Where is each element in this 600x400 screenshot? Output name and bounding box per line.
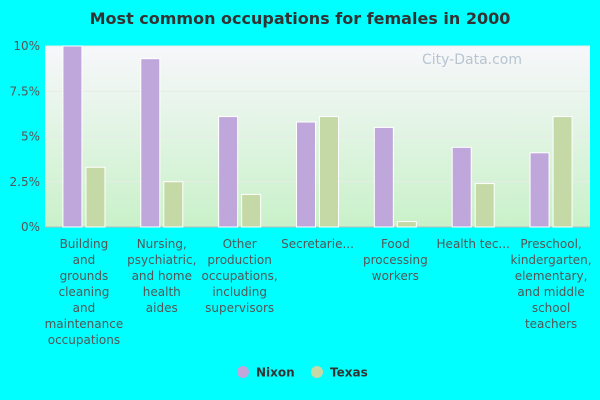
x-category-label: Nursing, psychiatric, and home health aides (127, 237, 196, 315)
x-category-label-line: supervisors (205, 301, 274, 315)
watermark: City-Data.com (422, 52, 522, 68)
bar-nixon (62, 45, 83, 228)
bar-texas (319, 116, 339, 228)
y-tick-label: 7.5% (10, 84, 41, 98)
y-tick-label: 5% (21, 130, 40, 144)
legend-label-nixon: Nixon (256, 366, 295, 380)
chart-title: Most common occupations for females in 2… (90, 9, 511, 28)
bar-texas (241, 193, 262, 228)
y-tick-label: 0% (21, 220, 40, 234)
x-category-label-line: kindergarten, (511, 253, 592, 267)
x-category-label-line: Secretarie... (281, 237, 354, 251)
x-category-label-line: Other (223, 237, 257, 251)
x-category-label: Preschool, kindergarten, elementary, and mi… (511, 237, 592, 331)
x-category-label-line: including (212, 285, 267, 299)
bar-nixon (373, 126, 394, 228)
bar-texas (163, 181, 184, 228)
x-category-label-line: maintenance (45, 317, 124, 331)
x-category-label-line: teachers (525, 317, 577, 331)
x-category-label-line: occupations, (202, 269, 278, 283)
x-category-label-line: and middle (517, 285, 584, 299)
x-category-label-line: and (73, 301, 96, 315)
x-category-label-line: Food (381, 237, 410, 251)
x-category-label-line: Building (60, 237, 109, 251)
x-category-label-line: and home (132, 269, 192, 283)
x-category-label-line: psychiatric, (127, 253, 196, 267)
legend-label-texas: Texas (330, 366, 368, 380)
y-tick-label: 2.5% (10, 175, 41, 189)
bar-nixon (140, 58, 161, 228)
x-category-label: Building and grounds cleaning and maintenance… (45, 237, 124, 347)
x-category-label-line: Preschool, (520, 237, 581, 251)
x-category-label-line: health (143, 285, 181, 299)
x-category-label-line: Health tec... (437, 237, 510, 251)
x-category-label-line: and (73, 253, 96, 267)
x-category-label: Health tec... (437, 237, 510, 251)
x-category-label-line: processing (363, 253, 428, 267)
bar-texas (474, 183, 495, 228)
bar-texas (85, 166, 106, 228)
bar-texas (552, 116, 573, 228)
x-category-label: Food processing workers (363, 237, 428, 283)
x-category-label-line: Nursing, (137, 237, 187, 251)
x-category-label-line: workers (372, 269, 419, 283)
x-category-label: Secretarie... (281, 237, 354, 251)
x-category-label-line: occupations (48, 333, 120, 347)
bar-nixon (218, 116, 239, 228)
x-category-label-line: cleaning (59, 285, 110, 299)
x-category-label-line: grounds (60, 269, 109, 283)
legend-swatch-texas (311, 366, 323, 378)
bar-nixon (451, 146, 472, 228)
bar-nixon (296, 121, 316, 228)
x-category-label-line: aides (146, 301, 178, 315)
x-category-label-line: production (207, 253, 271, 267)
x-category-label: Other production occupations, including supe… (202, 237, 278, 315)
bar-texas (396, 221, 417, 228)
bar-nixon (529, 152, 550, 228)
x-category-label-line: elementary, (515, 269, 588, 283)
x-category-label-line: school (532, 301, 570, 315)
legend-swatch-nixon (237, 366, 249, 378)
y-tick-label: 10% (13, 39, 40, 53)
